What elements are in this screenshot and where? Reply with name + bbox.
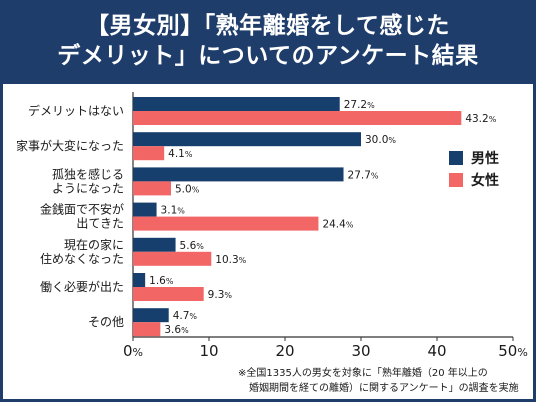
bar-female [133,322,161,337]
legend-label-female: 女性 [471,172,499,189]
x-tick-label: 40 [427,342,446,360]
legend-label-male: 男性 [471,150,499,167]
data-label: 27.7% [348,169,379,181]
footnote-line-2: 婚姻期間を経ての離婚）に関するアンケート」の調査を実施 [249,381,519,394]
data-label: 4.7% [173,310,198,322]
category-label: その他 [88,315,124,329]
category-label: 住めなくなった [40,252,124,266]
category-label: 孤独を感じる [52,166,124,181]
category-label: デメリットはない [28,103,124,118]
x-tick-label: 0% [123,342,143,360]
data-label: 4.1% [168,148,193,160]
bar-female [133,111,462,125]
data-label: 24.4% [322,219,353,231]
category-label: 働く必要が出た [40,279,124,294]
data-label: 10.3% [215,254,246,266]
category-label: 出てきた [76,217,124,231]
data-label: 3.1% [161,205,186,217]
bar-male [133,167,344,182]
bar-female [133,216,319,231]
bar-male [133,202,157,217]
data-label: 27.2% [344,99,375,111]
data-label: 1.6% [149,275,174,287]
data-label: 5.0% [175,183,200,195]
title-line-2: デメリット」についてのアンケート結果 [57,43,479,69]
bar-male [133,273,146,287]
title-line-1: 【男女別】「熟年離婚をして感じた [86,13,450,39]
x-tick-label: 10 [199,342,218,360]
data-label: 43.2% [465,113,496,125]
data-label: 5.6% [180,240,205,252]
legend-swatch-male [449,151,463,165]
bar-female [133,287,204,301]
data-label: 9.3% [208,289,233,301]
x-tick-label: 50% [498,342,528,360]
data-label: 30.0% [365,134,396,146]
category-label: 現在の家に [64,237,124,252]
category-label: 金銭面で不安が [40,202,124,217]
bar-male [133,237,176,252]
x-tick-label: 20 [275,342,294,360]
bar-male [133,132,361,147]
bar-male [133,308,169,323]
bar-female [133,181,171,196]
header-banner: 【男女別】「熟年離婚をして感じた デメリット」についてのアンケート結果 [0,0,536,84]
category-label: 家事が大変になった [16,138,124,153]
x-tick-label: 30 [351,342,370,360]
bar-male [133,97,340,111]
bar-female [133,146,165,161]
category-label: ようになった [52,181,124,195]
bar-female [133,251,212,266]
data-label: 3.6% [164,324,189,336]
footnote-line-1: ※全国1335人の男女を対象に「熟年離婚（20 年以上の [238,366,488,379]
chart-border [0,84,536,402]
legend-swatch-female [449,173,463,187]
